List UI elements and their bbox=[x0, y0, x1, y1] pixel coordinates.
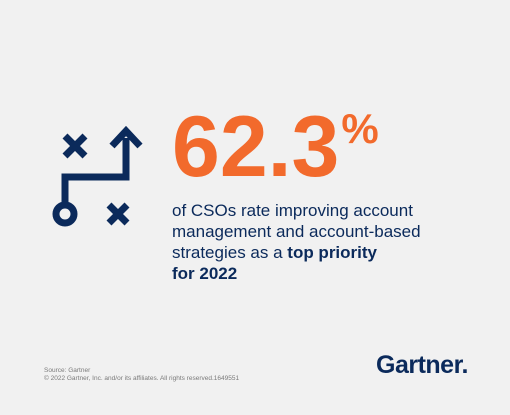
brand-dot: . bbox=[461, 351, 468, 379]
gartner-logo: Gartner. bbox=[376, 353, 468, 378]
play-strategy-icon bbox=[50, 122, 150, 232]
description-line-4: for 2022 bbox=[172, 264, 238, 283]
source-note: Source: Gartner bbox=[44, 367, 91, 374]
footer-legal: Source: Gartner © 2022 Gartner, Inc. and… bbox=[44, 367, 239, 383]
description-line-1: of CSOs rate improving account bbox=[172, 201, 413, 220]
brand-name: Gartner bbox=[376, 351, 462, 379]
stat-description: of CSOs rate improving account managemen… bbox=[172, 200, 482, 284]
description-emphasis: top priority bbox=[287, 243, 377, 262]
copyright-note: © 2022 Gartner, Inc. and/or its affiliat… bbox=[44, 375, 240, 382]
headline-stat: 62.3 % bbox=[172, 104, 379, 190]
description-line-2: management and account-based bbox=[172, 222, 421, 241]
stat-value: 62.3 bbox=[172, 99, 340, 195]
description-line-3-prefix: strategies as a bbox=[172, 243, 288, 262]
description-line-3: strategies as a top priority bbox=[172, 242, 482, 263]
stat-unit: % bbox=[341, 105, 379, 152]
